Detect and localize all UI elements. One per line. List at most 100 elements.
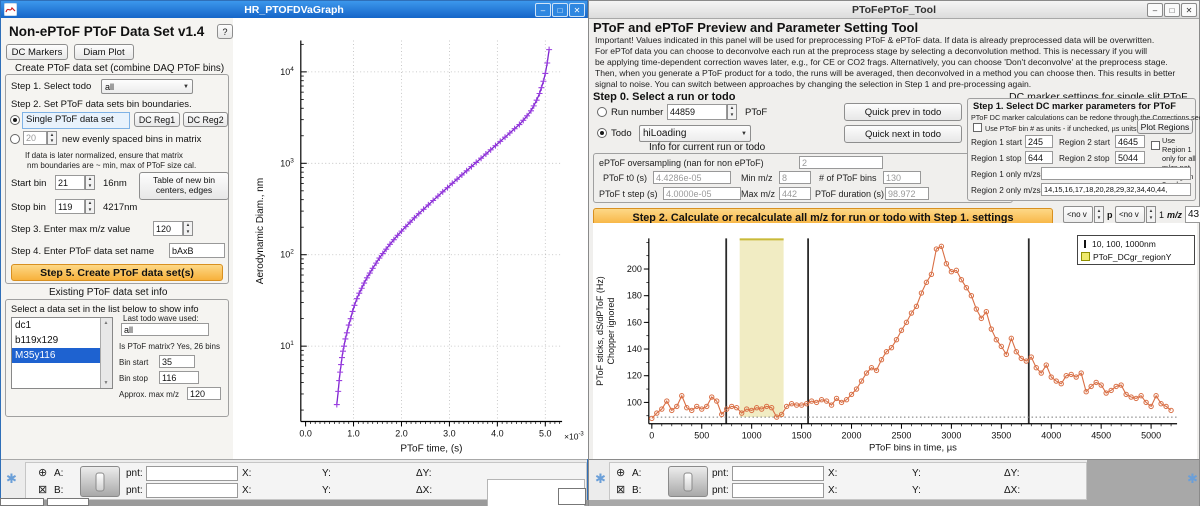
intro-line-3: be applying time-dependent correction wa… [595,57,1168,67]
region1-start-input[interactable] [1025,135,1053,148]
todo-popup[interactable]: all ▼ [101,79,193,94]
list-item[interactable]: dc1 [15,320,32,331]
svg-text:1.0: 1.0 [347,428,359,438]
gear-icon[interactable]: ✱ [6,471,17,486]
region1-only-checkbox[interactable] [1151,141,1160,150]
step5-create-button[interactable]: Step 5. Create PToF data set(s) [11,264,223,281]
dc-markers-button[interactable]: DC Markers [6,44,68,60]
evenly-spaced-stepper[interactable]: ▲ ▼ [47,131,57,145]
single-dataset-radio[interactable] [10,115,20,125]
close-button[interactable]: ✕ [569,3,585,17]
quick-prev-button[interactable]: Quick prev in todo [844,103,962,121]
plot-legend: 10, 100, 1000nm PToF_DCgr_regionY [1077,235,1195,265]
diam-plot-button[interactable]: Diam Plot [74,44,134,60]
region1-only-input[interactable] [1041,167,1191,180]
chevron-down-icon: ▼ [741,130,747,137]
dx-label: ΔX: [416,485,433,496]
cursor-slider[interactable] [80,466,120,497]
cursor-b-point-input[interactable] [732,483,824,498]
scroll-up-icon[interactable]: ▲ [103,320,109,326]
gear-icon[interactable]: ✱ [595,471,606,486]
min-mz-input [779,171,811,184]
start-bin-input[interactable] [55,175,85,190]
approx-mz-label: Approx. max m/z [119,390,180,399]
list-item[interactable]: b119x129 [15,335,59,346]
max-mz-input[interactable] [153,221,183,236]
run-number-input[interactable] [667,104,727,120]
max-mz-stepper[interactable]: ▲ ▼ [183,221,193,236]
app-icon [4,3,17,16]
cursor-a-point-input[interactable] [146,466,238,481]
dc-reg1-button[interactable]: DC Reg1 [134,112,180,127]
pnt-label-b: pnt: [126,485,143,496]
existing-group-box [5,299,229,417]
close-button[interactable]: ✕ [1181,3,1197,17]
pnt-label-a: pnt: [712,468,729,479]
background-window-tab[interactable] [47,498,89,506]
step0-label: Step 0. Select a run or todo [593,91,736,103]
svg-text:3500: 3500 [991,431,1011,441]
dc-reg2-button[interactable]: DC Reg2 [183,112,228,127]
pnt-label-b: pnt: [712,485,729,496]
todo-select[interactable]: hiLoading ▼ [639,125,751,142]
mz-row-label-2: 1 [1159,210,1165,220]
table-bins-button[interactable]: Table of new bin centers, edges [139,172,229,200]
gear-icon-right[interactable]: ✱ [1187,471,1198,486]
region1-stop-input[interactable] [1025,151,1053,164]
wave-stepper-2[interactable]: ▲ ▼ [1146,206,1156,223]
listbox-scrollbar[interactable]: ▲ ▼ [100,318,112,388]
svg-text:5.0: 5.0 [539,428,551,438]
legend-entry-2: PToF_DCgr_regionY [1093,251,1172,262]
plot-regions-button[interactable]: Plot Regions [1137,119,1193,134]
region1-only-label: Region 1 only m/zs [971,170,1041,179]
cursor-b-point-input[interactable] [146,483,238,498]
svg-text:Chopper ignored: Chopper ignored [606,298,616,365]
run-number-radio[interactable] [597,107,607,117]
wave-popup-1[interactable]: <no v [1063,206,1093,223]
cursor-slider[interactable] [668,466,708,497]
minimize-button[interactable]: – [535,3,551,17]
minimize-button[interactable]: – [1147,3,1163,17]
region2-start-input[interactable] [1115,135,1145,148]
stop-bin-input[interactable] [55,199,85,214]
table-bins-button-line2: centers, edges [155,185,213,195]
wave-stepper-1[interactable]: ▲ ▼ [1094,206,1104,223]
cursor-a-label: A: [54,468,64,479]
svg-text:101: 101 [280,340,294,351]
todo-radio[interactable] [597,128,607,138]
region2-only-input[interactable] [1041,183,1191,196]
mz-input[interactable] [1185,206,1200,223]
ptof-label: PToF [745,107,768,118]
bin-units-checkbox[interactable] [973,123,982,132]
svg-text:2000: 2000 [842,431,862,441]
dataset-listbox[interactable]: dc1 b119x129 M35y116 ▲ ▼ [11,317,113,389]
x-label-a: X: [828,468,838,479]
background-window-tab[interactable] [558,488,586,505]
list-item[interactable]: M35y116 [12,348,101,363]
maximize-button[interactable]: □ [1164,3,1180,17]
region2-stop-input[interactable] [1115,151,1145,164]
scroll-down-icon[interactable]: ▼ [103,380,109,386]
wave-popup-2[interactable]: <no v [1115,206,1145,223]
region2-start-label: Region 2 start [1059,138,1110,147]
existing-group-hint: Select a data set in the list below to s… [11,304,199,314]
cursor-a-point-input[interactable] [732,466,824,481]
start-bin-stepper[interactable]: ▲ ▼ [85,175,95,190]
info-group-title: Info for current run or todo [649,142,766,153]
quick-next-button[interactable]: Quick next in todo [844,125,962,143]
intro-line-5: signal to noise. You can switch between … [595,79,1032,89]
dataset-name-input[interactable] [169,243,225,258]
help-button[interactable]: ? [217,24,233,39]
evenly-spaced-radio[interactable] [10,134,20,144]
run-number-label: Run number [611,107,664,118]
svg-text:5000: 5000 [1141,431,1161,441]
background-window-tab[interactable] [0,498,44,506]
dx-label: ΔX: [1004,485,1021,496]
svg-text:PToF bins in time, µs: PToF bins in time, µs [869,443,957,454]
stop-bin-stepper[interactable]: ▲ ▼ [85,199,95,214]
svg-text:120: 120 [627,371,642,381]
maximize-button[interactable]: □ [552,3,568,17]
panel-title: Non-ePToF PToF Data Set v1.4 [9,24,205,39]
evenly-spaced-input[interactable] [23,131,47,145]
run-number-stepper[interactable]: ▲ ▼ [727,104,737,120]
